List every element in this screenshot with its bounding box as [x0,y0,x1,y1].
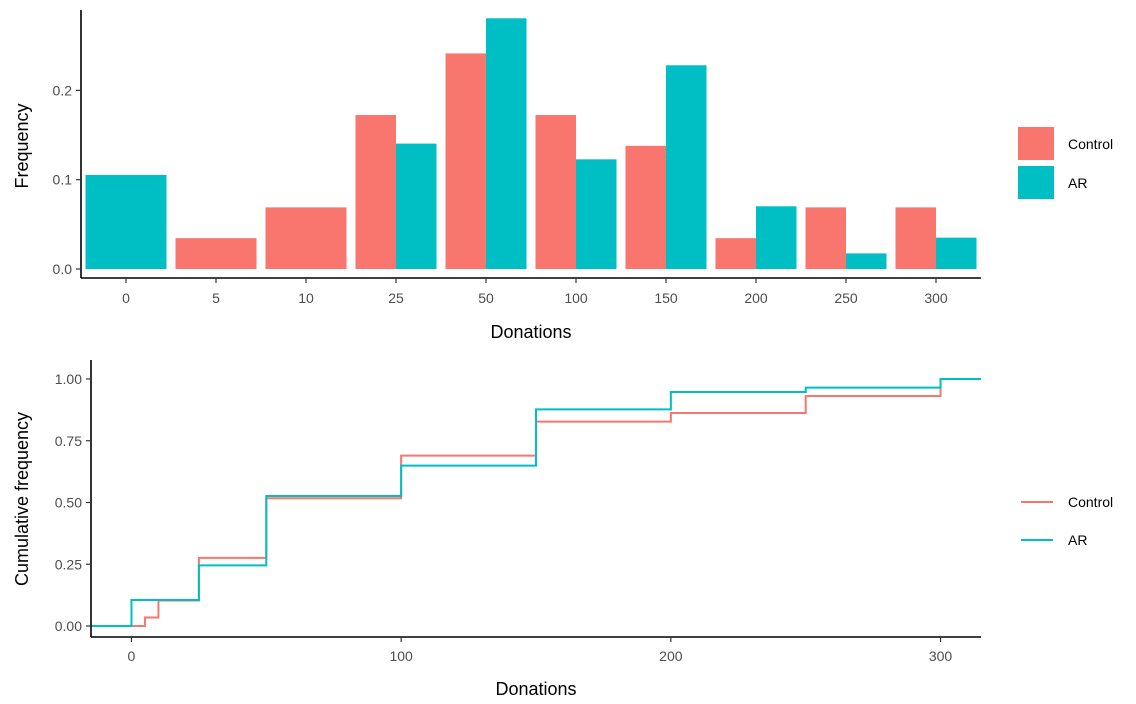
bar-control-25 [355,115,396,269]
bar-control-250 [805,207,846,269]
bar-y-tick-label: 0.1 [53,172,73,188]
bar-control-50 [445,53,486,270]
bar-ar-0 [85,174,167,269]
line-x-tick-label: 0 [128,648,136,664]
line-y-tick-label: 0.00 [55,618,82,634]
line-y-tick-label: 0.50 [55,495,82,511]
line-y-tick-label: 0.25 [55,556,82,572]
bar-control-10 [265,207,347,269]
line-x-axis-title: Donations [495,679,576,699]
bar-ar-300 [936,237,977,269]
bar-legend-swatch-ar [1018,166,1054,199]
bar-control-200 [715,238,756,269]
step-lines [91,378,981,627]
bar-control-5 [175,238,257,269]
bar-x-tick-label: 0 [122,290,130,306]
bar-x-tick-label: 150 [654,290,678,306]
bar-y-tick-label: 0.2 [53,82,73,98]
bar-control-150 [625,145,666,269]
cumulative-chart-panel: 0.00 0.25 0.50 0.75 1.00 0 100 200 300 Donation… [12,360,1113,699]
line-x-ticks: 0 100 200 300 [128,637,953,664]
bar-x-ticks: 0 5 10 25 50 100 150 200 250 300 [122,278,948,306]
step-line-ar [91,378,981,627]
bar-x-axis-title: Donations [490,322,571,342]
bar-x-tick-label: 300 [924,290,948,306]
bar-control-300 [895,207,936,269]
bar-ar-150 [666,65,707,269]
bar-ar-25 [396,143,437,269]
line-y-tick-label: 0.75 [55,433,82,449]
bar-ar-100 [576,159,617,269]
line-y-axis-title: Cumulative frequency [12,412,32,586]
bar-legend-label-ar: AR [1068,175,1087,191]
bar-chart-panel: 0.0 0.1 0.2 0 5 10 25 50 100 150 200 250 300 Donati… [12,10,1113,342]
bar-x-tick-label: 10 [298,290,314,306]
bar-legend-label-control: Control [1068,136,1113,152]
bar-x-tick-label: 100 [564,290,588,306]
line-y-tick-label: 1.00 [55,371,82,387]
line-x-tick-label: 100 [389,648,413,664]
bar-x-tick-label: 5 [212,290,220,306]
bar-ar-50 [486,18,527,270]
bar-y-ticks: 0.0 0.1 0.2 [53,82,81,277]
bar-legend-swatch-control [1018,127,1054,160]
step-line-control [91,378,981,627]
line-legend-label-ar: AR [1068,532,1087,548]
bar-y-tick-label: 0.0 [53,261,73,277]
bar-x-tick-label: 200 [744,290,768,306]
bar-ar-250 [846,253,887,269]
line-legend-label-control: Control [1068,494,1113,510]
line-x-tick-label: 200 [659,648,683,664]
bar-marks [85,18,977,270]
bar-control-100 [535,115,576,269]
bar-x-tick-label: 50 [478,290,494,306]
line-y-ticks: 0.00 0.25 0.50 0.75 1.00 [55,371,91,634]
line-legend: Control AR [1021,494,1113,548]
bar-x-tick-label: 250 [834,290,858,306]
bar-x-tick-label: 25 [388,290,404,306]
bar-legend: Control AR [1018,127,1113,199]
line-x-tick-label: 300 [929,648,953,664]
bar-y-axis-title: Frequency [12,103,32,188]
bar-ar-200 [756,206,797,269]
